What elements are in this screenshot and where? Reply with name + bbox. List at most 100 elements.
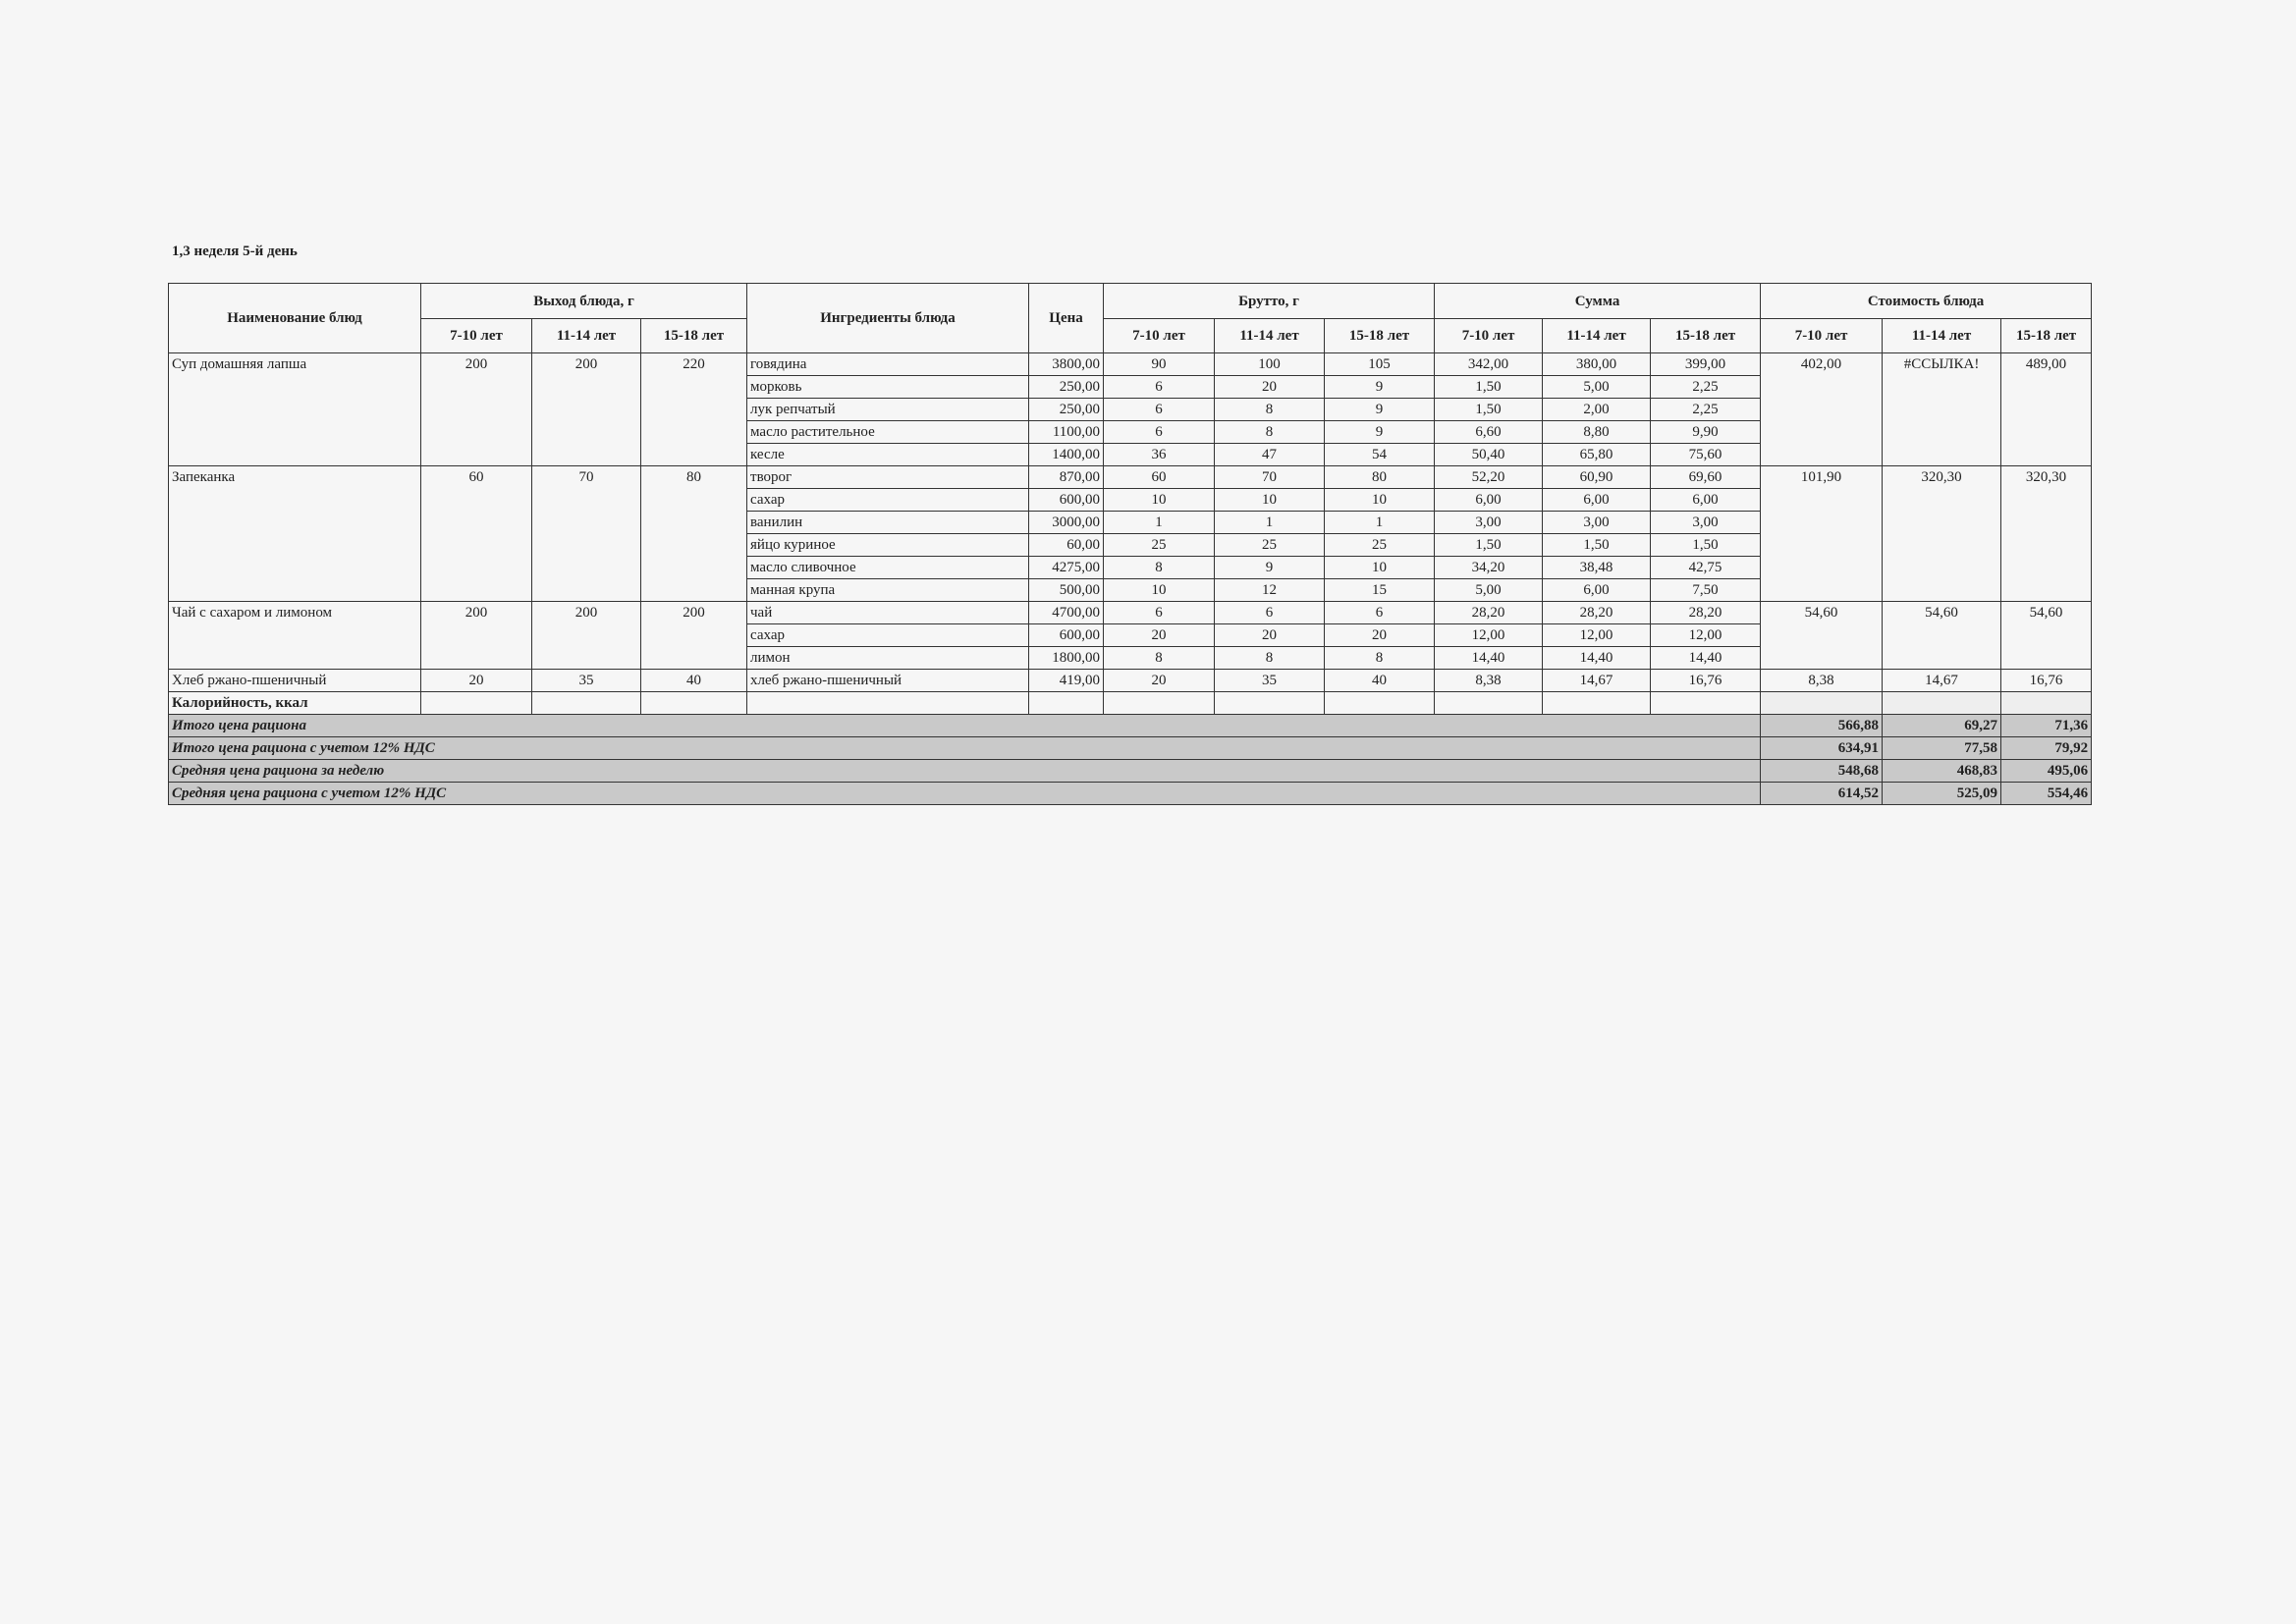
ingredient-brutto: 10 (1103, 578, 1216, 602)
dish-cost: 489,00 (2000, 352, 2093, 466)
dish-cost: 54,60 (1882, 601, 2002, 670)
ingredient-price: 870,00 (1028, 465, 1105, 489)
summary-value: 614,52 (1760, 782, 1884, 805)
ingredient-price: 1800,00 (1028, 646, 1105, 670)
dish-yield: 200 (420, 601, 532, 670)
table-row: морковь 250,00 6 20 9 1,50 5,00 2,25 (169, 375, 2092, 399)
ingredient-brutto: 40 (1324, 669, 1436, 692)
ingredient-sum: 9,90 (1650, 420, 1762, 444)
ingredient-brutto: 70 (1214, 465, 1326, 489)
ingredient-price: 250,00 (1028, 375, 1105, 399)
ingredient-name: яйцо куриное (746, 533, 1030, 557)
calories-cell (746, 691, 1030, 715)
ingredient-brutto: 6 (1103, 420, 1216, 444)
page-title: 1,3 неделя 5-й день (172, 244, 298, 259)
ingredient-brutto: 20 (1214, 375, 1326, 399)
header-age: 15-18 лет (1650, 318, 1762, 353)
calories-cell (639, 691, 748, 715)
header-age: 15-18 лет (1324, 318, 1436, 353)
ingredient-sum: 3,00 (1434, 511, 1544, 534)
ingredient-brutto: 6 (1103, 398, 1216, 421)
ingredient-sum: 16,76 (1650, 669, 1762, 692)
ingredient-brutto: 6 (1103, 601, 1216, 624)
ingredient-name: сахар (746, 623, 1030, 647)
ingredient-name: говядина (746, 352, 1030, 376)
ingredient-brutto: 10 (1324, 488, 1436, 512)
ingredient-name: морковь (746, 375, 1030, 399)
calories-row: Калорийность, ккал (168, 691, 2093, 715)
ingredient-brutto: 80 (1324, 465, 1436, 489)
calories-cell (1028, 691, 1105, 715)
table-row: кесле 1400,00 36 47 54 50,40 65,80 75,60 (169, 443, 2092, 466)
dish-cost: 16,76 (2000, 669, 2093, 692)
ingredient-brutto: 8 (1103, 556, 1216, 579)
ingredient-name: лук репчатый (746, 398, 1030, 421)
ingredient-name: масло сливочное (746, 556, 1030, 579)
summary-row: Итого цена рациона с учетом 12% НДС 634,9… (167, 736, 2093, 760)
header-sum: Сумма (1434, 283, 1762, 319)
header-ingredients: Ингредиенты блюда (746, 283, 1030, 353)
ingredient-sum: 52,20 (1434, 465, 1544, 489)
ingredient-sum: 28,20 (1434, 601, 1544, 624)
summary-value: 525,09 (1882, 782, 2002, 805)
table-row: сахар 600,00 20 20 20 12,00 12,00 12,00 (169, 623, 2092, 647)
dish-cost: 8,38 (1760, 669, 1884, 692)
ingredient-brutto: 105 (1324, 352, 1436, 376)
header-yield: Выход блюда, г (419, 283, 748, 319)
dish-cost: 402,00 (1760, 352, 1884, 466)
ingredient-brutto: 35 (1214, 669, 1326, 692)
dish-cost: 101,90 (1760, 465, 1884, 602)
ingredient-sum: 6,00 (1542, 578, 1652, 602)
summary-value: 468,83 (1882, 759, 2002, 783)
dish-yield: 200 (420, 352, 532, 466)
ingredient-brutto: 47 (1214, 443, 1326, 466)
ingredient-brutto: 9 (1324, 420, 1436, 444)
header-age: 7-10 лет (1103, 318, 1216, 353)
header-price: Цена (1028, 283, 1105, 353)
summary-row: Средняя цена рациона за неделю 548,68 468,… (167, 759, 2093, 783)
ingredient-brutto: 25 (1214, 533, 1326, 557)
ingredient-sum: 12,00 (1434, 623, 1544, 647)
ingredient-name: сахар (746, 488, 1030, 512)
dish-cost: 54,60 (1760, 601, 1884, 670)
ingredient-brutto: 9 (1324, 375, 1436, 399)
table-row: Запеканка 60 70 80 творог 870,00 60 70 80 52,20 60… (168, 465, 2093, 602)
dish-name: Чай с сахаром и лимоном (168, 601, 421, 670)
header-age: 11-14 лет (1882, 318, 2002, 353)
ingredient-sum: 42,75 (1650, 556, 1762, 579)
ingredient-name: чай (746, 601, 1030, 624)
ingredient-sum: 7,50 (1650, 578, 1762, 602)
ingredient-brutto: 9 (1324, 398, 1436, 421)
ingredient-sum: 75,60 (1650, 443, 1762, 466)
ingredient-sum: 6,00 (1650, 488, 1762, 512)
ingredient-price: 3800,00 (1028, 352, 1105, 376)
ingredient-name: масло растительное (746, 420, 1030, 444)
ingredient-sum: 1,50 (1434, 533, 1544, 557)
ingredient-brutto: 8 (1324, 646, 1436, 670)
table-row: Чай с сахаром и лимоном 200 200 200 чай 4700,… (168, 601, 2093, 670)
table-row: манная крупа 500,00 10 12 15 5,00 6,00 7,50 (169, 578, 2092, 602)
calories-cell (1650, 691, 1762, 715)
calories-cell (1542, 691, 1652, 715)
table-row: лук репчатый 250,00 6 8 9 1,50 2,00 2,25 (169, 398, 2092, 421)
dish-yield: 200 (639, 601, 748, 670)
calories-cell (1214, 691, 1326, 715)
ingredient-price: 60,00 (1028, 533, 1105, 557)
ingredient-sum: 399,00 (1650, 352, 1762, 376)
ingredient-price: 4700,00 (1028, 601, 1105, 624)
ingredient-brutto: 1 (1324, 511, 1436, 534)
dish-yield: 70 (531, 465, 641, 602)
header-brutto: Брутто, г (1103, 283, 1436, 319)
ingredient-sum: 12,00 (1650, 623, 1762, 647)
header-age: 11-14 лет (1542, 318, 1652, 353)
ingredient-sum: 50,40 (1434, 443, 1544, 466)
ingredient-brutto: 8 (1214, 420, 1326, 444)
summary-value: 634,91 (1760, 736, 1884, 760)
ingredient-sum: 60,90 (1542, 465, 1652, 489)
ingredient-brutto: 9 (1214, 556, 1326, 579)
header-age: 11-14 лет (1214, 318, 1326, 353)
table-row: Суп домашняя лапша 200 200 220 говядина 3800,… (168, 352, 2093, 466)
calories-cell (531, 691, 641, 715)
dish-yield: 20 (420, 669, 532, 692)
calories-cell (1324, 691, 1436, 715)
